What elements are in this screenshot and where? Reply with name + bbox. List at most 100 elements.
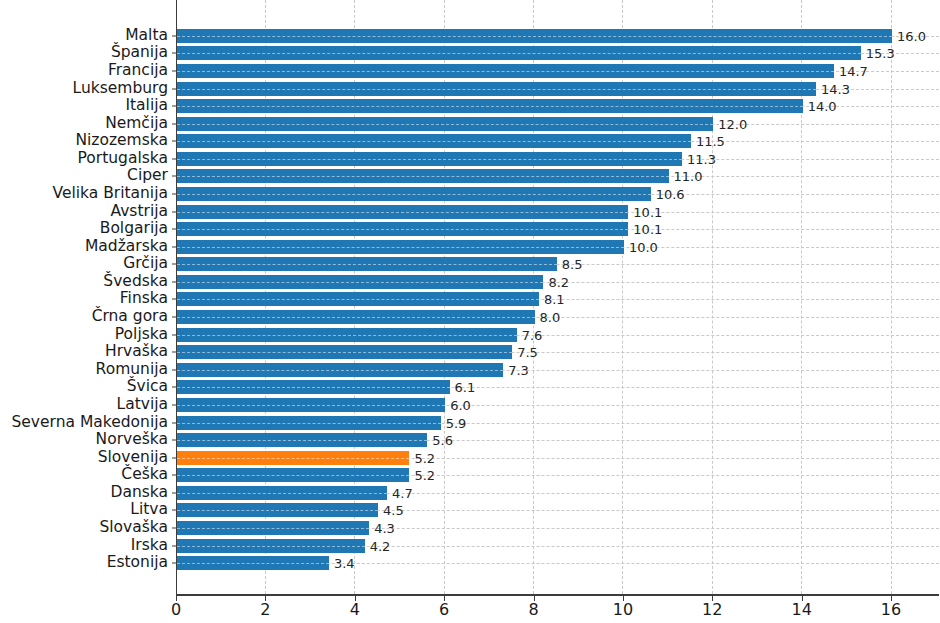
- value-label: 5.6: [432, 434, 453, 447]
- x-tick-label: 14: [791, 602, 811, 618]
- value-label: 11.0: [674, 170, 703, 183]
- bar-gridline-overlay: [177, 493, 387, 494]
- bar: [177, 521, 369, 535]
- bar-gridline-overlay: [177, 53, 861, 54]
- bar: [177, 240, 624, 254]
- bar-row: Latvija6.0: [177, 396, 939, 414]
- category-label: Španija: [111, 46, 168, 62]
- category-label: Norveška: [96, 432, 168, 448]
- bar: [177, 64, 834, 78]
- bar: [177, 503, 378, 517]
- bar-gridline-overlay: [177, 405, 445, 406]
- category-label: Madžarska: [85, 239, 168, 255]
- value-label: 4.7: [392, 486, 413, 499]
- bar-gridline-overlay: [177, 563, 329, 564]
- bar-row: Švica6.1: [177, 379, 939, 397]
- value-label: 5.9: [446, 416, 467, 429]
- bar-row: Romunija7.3: [177, 361, 939, 379]
- bar: [177, 275, 543, 289]
- x-tick-label: 6: [439, 602, 449, 618]
- bar-gridline-overlay: [177, 528, 369, 529]
- bar-row: Bolgarija10.1: [177, 220, 939, 238]
- category-label: Litva: [130, 503, 168, 519]
- bar-gridline-overlay: [177, 176, 669, 177]
- bar-highlighted: [177, 451, 409, 465]
- bar-gridline-overlay: [177, 106, 803, 107]
- category-label: Luksemburg: [73, 81, 168, 97]
- bar: [177, 257, 557, 271]
- bar: [177, 556, 329, 570]
- bar: [177, 82, 816, 96]
- x-tick-label: 10: [613, 602, 633, 618]
- bar-row: Severna Makedonija5.9: [177, 414, 939, 432]
- bar-row: Češka5.2: [177, 466, 939, 484]
- bar-gridline-overlay: [177, 229, 628, 230]
- value-label: 11.5: [696, 135, 725, 148]
- bar: [177, 398, 445, 412]
- bar: [177, 416, 441, 430]
- category-label: Češka: [121, 467, 168, 483]
- bar-row: Španija15.3: [177, 45, 939, 63]
- category-label: Bolgarija: [100, 221, 168, 237]
- bar: [177, 46, 861, 60]
- bar: [177, 363, 503, 377]
- category-label: Estonija: [107, 555, 168, 571]
- category-label: Poljska: [115, 327, 168, 343]
- bar-row: Italija14.0: [177, 97, 939, 115]
- x-tick-label: 2: [260, 602, 270, 618]
- x-tick-label: 12: [702, 602, 722, 618]
- bar-row: Malta16.0: [177, 27, 939, 45]
- bar-row: Poljska7.6: [177, 326, 939, 344]
- value-label: 8.1: [544, 293, 565, 306]
- category-label: Danska: [110, 485, 168, 501]
- category-label: Avstrija: [110, 204, 168, 220]
- value-label: 10.1: [633, 223, 662, 236]
- bar-gridline-overlay: [177, 36, 892, 37]
- bar-gridline-overlay: [177, 194, 651, 195]
- bar-row: Portugalska11.3: [177, 150, 939, 168]
- category-label: Švedska: [103, 274, 168, 290]
- bar-row: Grčija8.5: [177, 256, 939, 274]
- bar-gridline-overlay: [177, 458, 409, 459]
- bar-gridline-overlay: [177, 247, 624, 248]
- bar: [177, 310, 535, 324]
- category-label: Hrvaška: [105, 344, 168, 360]
- value-label: 4.5: [383, 504, 404, 517]
- bar-gridline-overlay: [177, 71, 834, 72]
- bar: [177, 345, 512, 359]
- bar-gridline-overlay: [177, 159, 682, 160]
- bar: [177, 205, 628, 219]
- bar: [177, 99, 803, 113]
- value-label: 15.3: [866, 47, 895, 60]
- bar-gridline-overlay: [177, 89, 816, 90]
- bar-row: Nizozemska11.5: [177, 132, 939, 150]
- bar-row: Švedska8.2: [177, 273, 939, 291]
- bar: [177, 169, 669, 183]
- value-label: 10.6: [656, 187, 685, 200]
- bar-row: Avstrija10.1: [177, 203, 939, 221]
- value-label: 8.2: [548, 275, 569, 288]
- value-label: 11.3: [687, 152, 716, 165]
- bar-chart: Malta16.0Španija15.3Francija14.7Luksembu…: [0, 0, 940, 623]
- bar-gridline-overlay: [177, 387, 450, 388]
- bar-gridline-overlay: [177, 475, 409, 476]
- category-label: Nizozemska: [75, 134, 168, 150]
- category-label: Finska: [120, 292, 168, 308]
- value-label: 14.7: [839, 64, 868, 77]
- bar-row: Slovaška4.3: [177, 519, 939, 537]
- bar-gridline-overlay: [177, 370, 503, 371]
- value-label: 14.0: [808, 100, 837, 113]
- category-label: Nemčija: [105, 116, 168, 132]
- category-label: Portugalska: [78, 151, 168, 167]
- bar: [177, 468, 409, 482]
- plot-area: Malta16.0Španija15.3Francija14.7Luksembu…: [176, 0, 939, 596]
- value-label: 6.0: [450, 398, 471, 411]
- value-label: 7.5: [517, 346, 538, 359]
- bar-row: Nemčija12.0: [177, 115, 939, 133]
- value-label: 7.3: [508, 363, 529, 376]
- bar: [177, 328, 517, 342]
- bar-row: Črna gora8.0: [177, 308, 939, 326]
- bar: [177, 433, 427, 447]
- bar-row: Danska4.7: [177, 484, 939, 502]
- x-tick-label: 8: [528, 602, 538, 618]
